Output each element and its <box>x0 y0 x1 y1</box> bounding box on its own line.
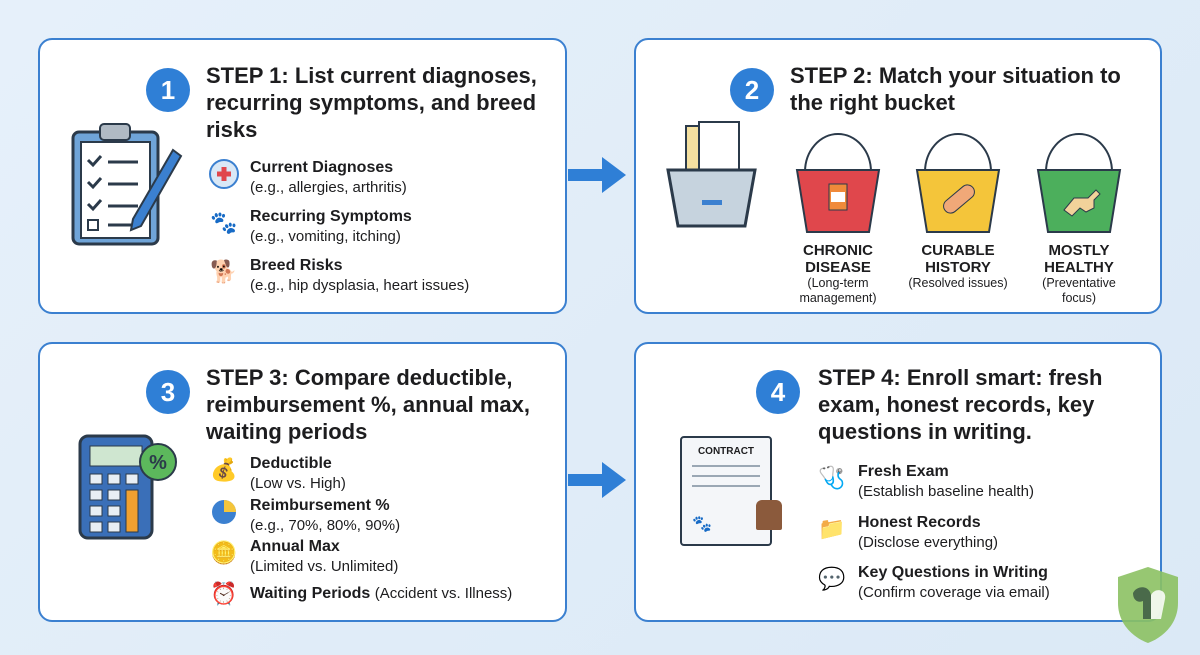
list-item: Current Diagnoses (e.g., allergies, arthr… <box>208 158 407 197</box>
list-item: 🩺 Fresh Exam (Establish baseline health) <box>816 462 1034 501</box>
chat-pencil-icon: 💬 <box>818 566 846 591</box>
list-item: 🐕 Breed Risks (e.g., hip dysplasia, heart… <box>208 256 469 295</box>
bucket-curable-history: CURABLE HISTORY (Resolved issues) <box>908 132 1008 291</box>
step-title: STEP 4: Enroll smart: fresh exam, honest… <box>818 365 1103 444</box>
step-1-card: 1 STEP 1: List current diagnoses, recurr… <box>38 38 567 314</box>
contract-icon: CONTRACT 🐾 <box>680 436 782 546</box>
step-number: 1 <box>146 68 190 112</box>
pets-icon: 🐾 <box>210 210 238 235</box>
list-item: 🪙 Annual Max (Limited vs. Unlimited) <box>208 537 398 576</box>
clock-calendar-icon: ⏰ <box>210 581 238 606</box>
list-item: 💬 Key Questions in Writing (Confirm cover… <box>816 563 1049 602</box>
step-number: 3 <box>146 370 190 414</box>
list-item: Reimbursement % (e.g., 70%, 80%, 90%) <box>208 496 400 535</box>
step-2-card: 2 STEP 2: Match your situation to the ri… <box>634 38 1162 314</box>
folder-check-icon: 📁 <box>818 516 846 541</box>
step-title: STEP 3: Compare deductible, reimbursemen… <box>206 365 530 444</box>
bandage-icon <box>915 133 1001 233</box>
bucket-with-documents-icon <box>666 121 757 228</box>
step-3-card: 3 STEP 3: Compare deductible, reimbursem… <box>38 342 567 622</box>
pie-chart-icon <box>208 496 240 528</box>
bucket-chronic-disease: CHRONIC DISEASE (Long-term management) <box>788 132 888 306</box>
bucket-mostly-healthy: MOSTLY HEALTHY (Preventative focus) <box>1029 132 1129 306</box>
step-number: 4 <box>756 370 800 414</box>
list-item: 💰 Deductible (Low vs. High) <box>208 454 346 493</box>
shield-logo-icon <box>1118 567 1178 643</box>
step-number: 2 <box>730 68 774 112</box>
money-bag-icon: 💰 <box>210 457 238 482</box>
list-item: 🐾 Recurring Symptoms (e.g., vomiting, itc… <box>208 207 412 246</box>
step-title: STEP 1: List current diagnoses, recurrin… <box>206 63 537 142</box>
medicine-bottle-icon <box>795 133 881 233</box>
calculator-icon: % <box>78 434 177 540</box>
arrow-right-icon <box>568 462 626 498</box>
list-item: 📁 Honest Records (Disclose everything) <box>816 513 998 552</box>
list-item: ⏰ Waiting Periods (Accident vs. Illness) <box>208 578 512 610</box>
step-4-card: 4 STEP 4: Enroll smart: fresh exam, hone… <box>634 342 1162 622</box>
arrow-right-icon <box>568 157 626 193</box>
coins-icon: 🪙 <box>210 540 238 565</box>
step-title: STEP 2: Match your situation to the righ… <box>790 63 1121 115</box>
svg-text:%: % <box>149 452 167 474</box>
running-dog-icon <box>1036 133 1122 233</box>
clipboard-icon <box>71 123 183 246</box>
medical-cross-icon <box>208 158 240 190</box>
stethoscope-icon: 🩺 <box>818 465 846 490</box>
dog-icon: 🐕 <box>210 259 238 284</box>
